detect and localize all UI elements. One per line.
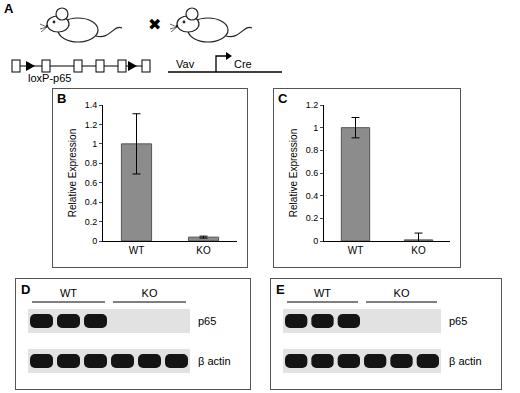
svg-text:0.6: 0.6: [85, 178, 98, 188]
svg-text:0.8: 0.8: [306, 145, 319, 155]
svg-text:0.2: 0.2: [85, 217, 98, 227]
svg-text:1.2: 1.2: [85, 120, 98, 130]
svg-text:KO: KO: [196, 245, 211, 256]
html-text:C: C: [278, 91, 288, 106]
svg-text:1.2: 1.2: [306, 100, 319, 110]
svg-text:D: D: [21, 282, 30, 297]
svg-text:β actin: β actin: [198, 355, 231, 367]
svg-text:0.4: 0.4: [306, 191, 319, 201]
svg-text:WT: WT: [129, 245, 145, 256]
svg-text:WT: WT: [60, 287, 77, 299]
svg-text:WT: WT: [348, 245, 364, 256]
svg-text:E: E: [276, 282, 285, 297]
svg-text:KO: KO: [142, 287, 158, 299]
svg-text:A: A: [4, 1, 14, 16]
svg-text:0: 0: [313, 236, 318, 246]
svg-text:1: 1: [92, 139, 97, 149]
svg-text:✖: ✖: [148, 16, 161, 33]
svg-text:0: 0: [92, 236, 97, 246]
svg-text:KO: KO: [411, 245, 426, 256]
svg-text:1: 1: [313, 123, 318, 133]
html-text:B: B: [57, 91, 67, 106]
svg-text:WT: WT: [314, 287, 331, 299]
svg-text:Relative Expression: Relative Expression: [67, 129, 78, 217]
svg-text:loxP-p65: loxP-p65: [28, 72, 71, 84]
svg-text:0.8: 0.8: [85, 158, 98, 168]
svg-text:0.6: 0.6: [306, 168, 319, 178]
svg-text:Relative Expression: Relative Expression: [288, 129, 299, 217]
svg-text:p65: p65: [449, 315, 467, 327]
svg-text:Vav: Vav: [176, 58, 195, 70]
svg-text:p65: p65: [198, 315, 216, 327]
svg-text:KO: KO: [394, 287, 410, 299]
svg-text:0.4: 0.4: [85, 197, 98, 207]
svg-text:β actin: β actin: [449, 355, 482, 367]
svg-text:1.4: 1.4: [85, 100, 98, 110]
svg-text:Cre: Cre: [234, 58, 252, 70]
svg-text:0.2: 0.2: [306, 213, 319, 223]
